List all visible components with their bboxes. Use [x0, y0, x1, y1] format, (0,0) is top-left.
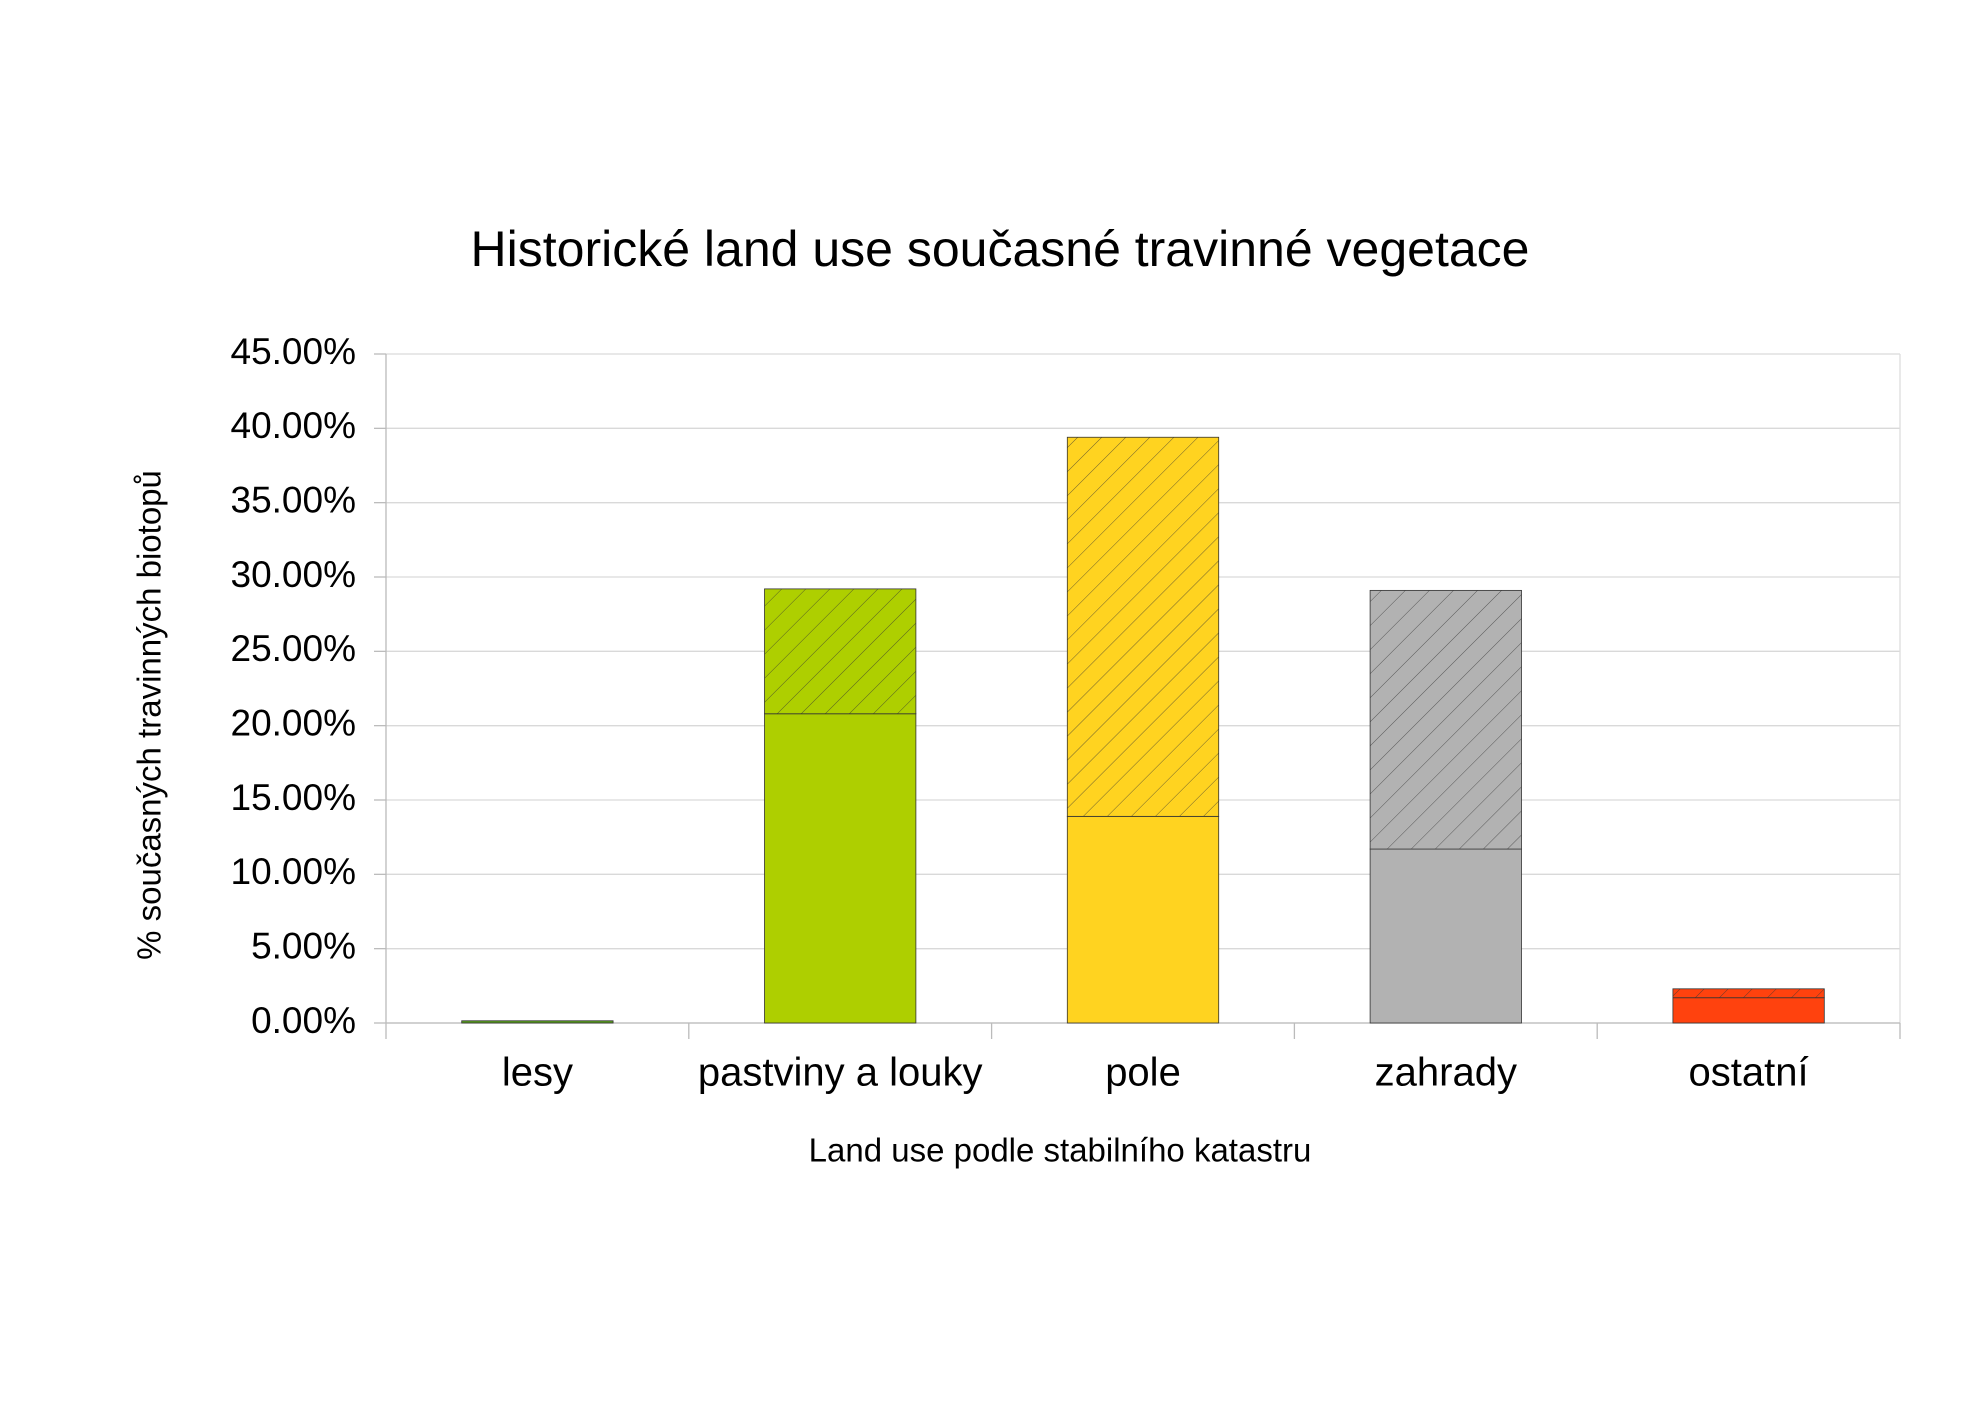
hatch-overlay — [1370, 590, 1522, 850]
y-tick-label: 0.00% — [251, 1000, 356, 1041]
x-tick-label: lesy — [502, 1051, 573, 1095]
y-tick-label: 30.00% — [231, 554, 357, 595]
chart-title: Historické land use současné travinné ve… — [471, 221, 1530, 277]
y-tick-label: 20.00% — [231, 702, 357, 743]
y-axis-title: % současných travinných biotopů — [131, 470, 168, 960]
hatch-overlay — [764, 588, 916, 714]
bar-segment — [1066, 815, 1220, 1024]
y-tick-label: 5.00% — [251, 925, 356, 966]
x-axis-title: Land use podle stabilního katastru — [809, 1132, 1312, 1169]
bar-segment — [1369, 848, 1522, 1024]
hatch-overlay — [1067, 437, 1219, 817]
y-tick-label: 45.00% — [231, 331, 357, 372]
x-tick-label: pole — [1105, 1051, 1181, 1095]
y-tick-label: 40.00% — [231, 405, 357, 446]
x-tick-label: ostatní — [1689, 1051, 1809, 1095]
y-tick-label: 35.00% — [231, 479, 357, 520]
bar-segment — [1672, 997, 1825, 1024]
y-tick-label: 25.00% — [231, 628, 357, 669]
x-tick-label: pastviny a louky — [698, 1051, 983, 1095]
x-tick-label: zahrady — [1375, 1051, 1517, 1095]
bar-segment — [764, 713, 917, 1024]
bar-segment — [461, 1020, 614, 1024]
hatch-overlay — [1672, 988, 1825, 998]
y-tick-label: 15.00% — [231, 777, 357, 818]
y-tick-label: 10.00% — [231, 851, 357, 892]
